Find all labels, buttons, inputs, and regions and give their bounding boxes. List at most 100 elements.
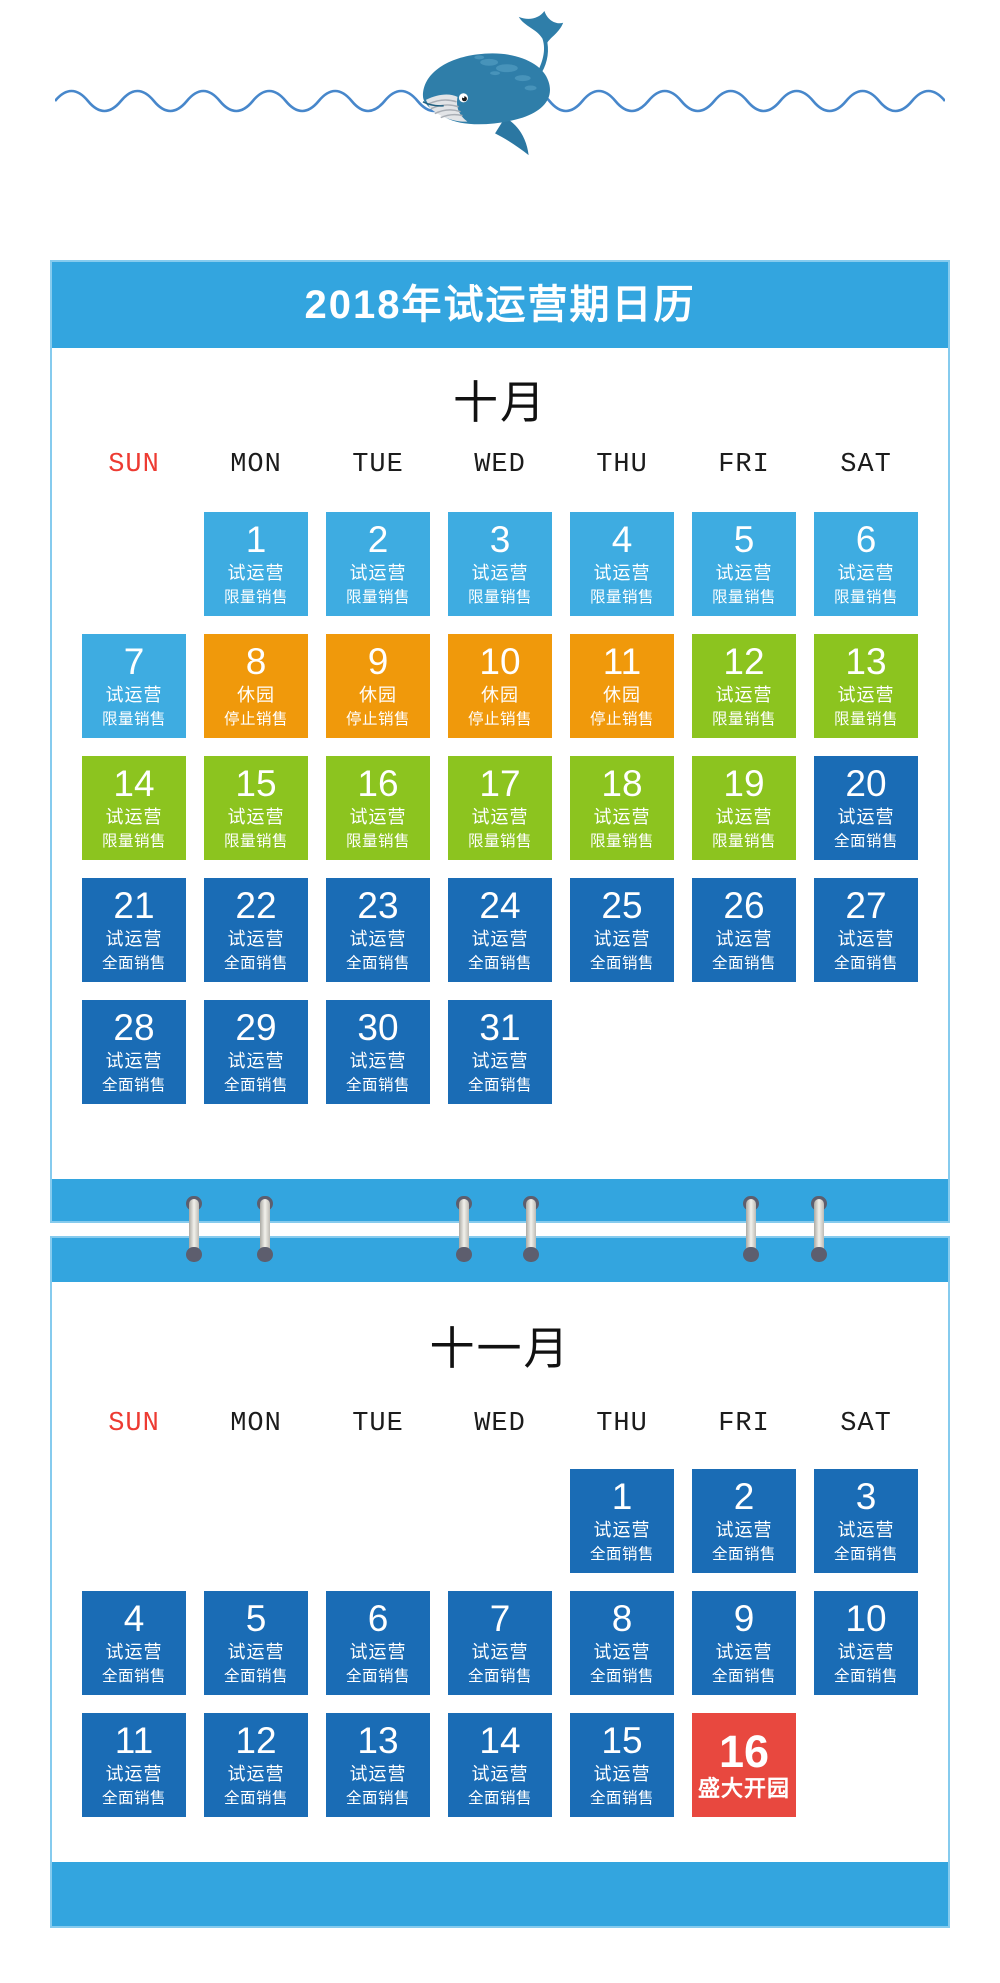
day-status-text: 试运营	[227, 1050, 285, 1071]
day-status-text: 全面销售	[467, 954, 532, 972]
day-status-text: 全面销售	[467, 1789, 532, 1807]
day-status-text: 限量销售	[467, 832, 532, 850]
november-day-2: 2 试运营全面销售	[692, 1469, 796, 1573]
day-status-text: 限量销售	[345, 588, 410, 606]
october-weekday-wed: WED	[474, 450, 526, 480]
day-status-text: 试运营	[715, 1641, 773, 1662]
october-weekday-mon: MON	[230, 450, 282, 480]
day-number: 22	[235, 884, 277, 926]
day-status-text: 全面销售	[833, 954, 898, 972]
day-status-text: 休园	[603, 684, 641, 705]
day-status-text: 全面销售	[223, 954, 288, 972]
day-status-text: 试运营	[227, 1641, 285, 1662]
day-status-text: 停止销售	[345, 710, 410, 728]
november-day-10: 10 试运营 全面销售	[814, 1591, 918, 1695]
november-day-6: 6 试运营 全面销售	[326, 1591, 430, 1695]
october-weekday-sun: SUN	[108, 450, 160, 480]
day-number: 6	[855, 518, 877, 560]
october-weekday-fri: FRI	[718, 450, 770, 480]
day-status-text: 停止销售	[223, 710, 288, 728]
weekday-row-october: SUN MON TUE WED THU FRI SAT	[82, 450, 918, 480]
day-status-text: 全面销售	[345, 954, 410, 972]
day-number: 13	[357, 1719, 399, 1761]
day-status-text: 全面销售	[101, 1789, 166, 1807]
october-day-13: 13 试运营 限量销售	[814, 634, 918, 738]
day-status-text: 全面销售	[589, 1667, 654, 1685]
day-status-text: 全面销售	[589, 1789, 654, 1807]
october-day-14: 14 试运营 限量销售	[82, 756, 186, 860]
binder-ring	[523, 1196, 539, 1262]
day-grid-november: 1 试运营 全面销售 2 试运营 全面销售 3 试运营 全面销售 4 试运营 全面销售 5 试运营 全面销售…	[82, 1469, 918, 1817]
day-status-text: 全面销售	[589, 954, 654, 972]
day-number: 30	[357, 1006, 399, 1048]
day-status-text: 全面销售	[101, 954, 166, 972]
day-number: 25	[601, 884, 643, 926]
november-day-14: 14 试运营 全面销售	[448, 1713, 552, 1817]
day-status-text: 限量销售	[833, 588, 898, 606]
day-status-text: 全面销售	[467, 1076, 532, 1094]
day-status-text: 试运营	[105, 1641, 163, 1662]
november-day-16: 16 盛大开园	[692, 1713, 796, 1817]
october-day-12: 12 试运营 限量销售	[692, 634, 796, 738]
october-day-29: 29 试运营 全面销售	[204, 1000, 308, 1104]
day-status-text: 试运营	[593, 1519, 651, 1540]
day-status-text: 试运营	[837, 806, 895, 827]
day-status-text: 全面销售	[833, 832, 898, 850]
day-status-text: 限量销售	[711, 710, 776, 728]
october-day-23: 23 试运营全面销售	[326, 878, 430, 982]
day-status-text: 试运营	[105, 1763, 163, 1784]
day-status-text: 限量销售	[345, 832, 410, 850]
october-day-16: 16 试运营 限量销售	[326, 756, 430, 860]
day-number: 20	[845, 762, 887, 804]
day-status-text: 试运营	[349, 562, 407, 583]
day-status-text: 限量销售	[101, 832, 166, 850]
day-number: 13	[845, 640, 887, 682]
day-number: 19	[723, 762, 765, 804]
day-number: 1	[611, 1475, 633, 1517]
day-status-text: 试运营	[471, 1050, 529, 1071]
november-weekday-sun: SUN	[108, 1409, 160, 1439]
day-status-text: 试运营	[715, 1519, 773, 1540]
november-bottom-band	[52, 1862, 948, 1926]
day-status-text: 试运营	[471, 928, 529, 949]
october-day-26: 26 试运营 全面销售	[692, 878, 796, 982]
october-day-24: 24 试运营 全面销售	[448, 878, 552, 982]
binder-ring	[257, 1196, 273, 1262]
day-number: 2	[367, 518, 389, 560]
day-number: 4	[611, 518, 633, 560]
day-number: 2	[733, 1475, 755, 1517]
day-number: 5	[733, 518, 755, 560]
day-number: 9	[367, 640, 389, 682]
day-status-text: 试运营	[349, 928, 407, 949]
day-number: 9	[733, 1597, 755, 1639]
binder-ring	[743, 1196, 759, 1262]
day-number: 10	[479, 640, 521, 682]
november-day-4: 4 试运营 全面销售	[82, 1591, 186, 1695]
day-status-text: 全面销售	[589, 1545, 654, 1563]
november-day-7: 7 试运营 全面销售	[448, 1591, 552, 1695]
day-status-text: 全面销售	[223, 1789, 288, 1807]
day-number: 23	[357, 884, 399, 926]
day-status-text: 全面销售	[711, 1545, 776, 1563]
day-number: 18	[601, 762, 643, 804]
day-status-text: 全面销售	[711, 954, 776, 972]
day-number: 5	[245, 1597, 267, 1639]
day-status-text: 试运营	[105, 928, 163, 949]
whale-mouth	[422, 101, 444, 107]
month-title-october: 十月	[452, 376, 547, 429]
november-day-1: 1 试运营全面销售	[570, 1469, 674, 1573]
month-title-november: 十一月	[429, 1322, 571, 1375]
whale-fin	[495, 117, 529, 156]
october-day-18: 18 试运营 限量销售	[570, 756, 674, 860]
day-number: 27	[845, 884, 887, 926]
day-number: 10	[845, 1597, 887, 1639]
november-weekday-mon: MON	[230, 1409, 282, 1439]
day-status-text: 试运营	[349, 806, 407, 827]
day-status-text: 休园	[237, 684, 275, 705]
day-status-text: 限量销售	[589, 832, 654, 850]
day-status-text: 限量销售	[223, 832, 288, 850]
binder-ring	[456, 1196, 472, 1262]
day-status-text: 限量销售	[589, 588, 654, 606]
day-number: 15	[235, 762, 277, 804]
